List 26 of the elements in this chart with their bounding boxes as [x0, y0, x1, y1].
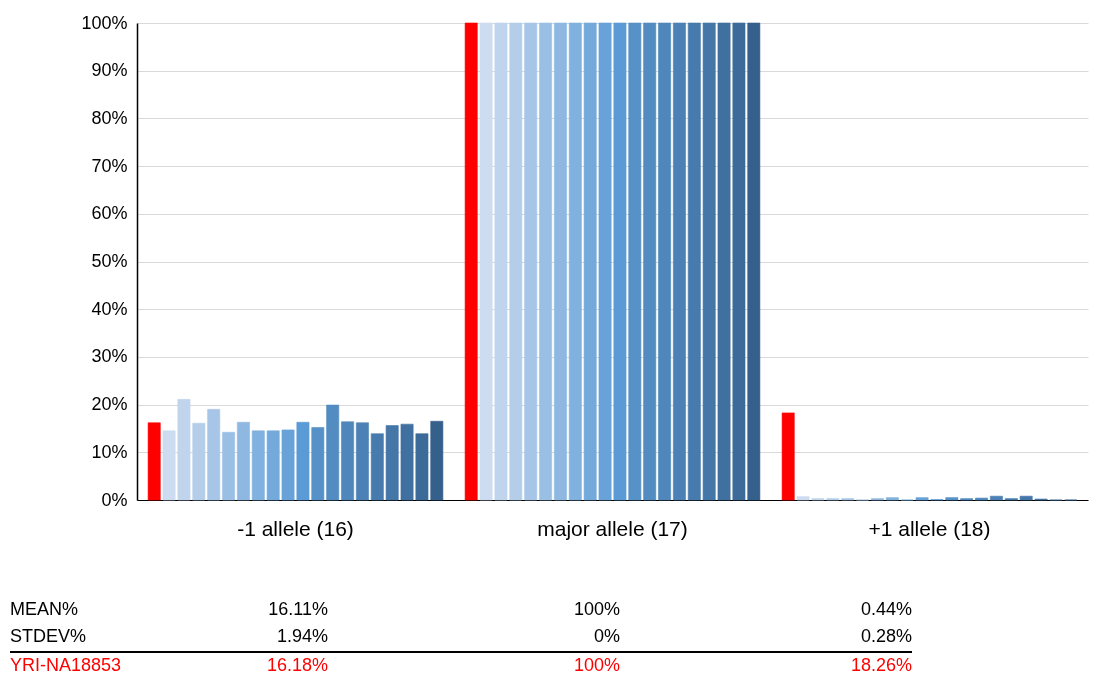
y-tick-label: 60% — [91, 203, 128, 224]
text: STDEV% — [10, 625, 88, 648]
y-tick-label: 100% — [81, 12, 128, 33]
y-tick-label: 80% — [91, 107, 128, 128]
text: MEAN% — [10, 598, 79, 621]
text: 0.28% — [859, 625, 912, 648]
x-tick-label: +1 allele (18) — [868, 516, 991, 540]
y-tick-label: 40% — [91, 298, 128, 319]
x-tick-label: major allele (17) — [537, 516, 688, 540]
y-tick-label: 30% — [91, 346, 128, 367]
text: 1.94% — [275, 625, 328, 648]
text: 100% — [572, 598, 620, 621]
y-tick-label: 50% — [91, 251, 128, 271]
text: 16.11% — [267, 598, 328, 621]
data-label: 100% — [328, 652, 620, 679]
y-tick-label: 90% — [91, 60, 128, 81]
data-label: 18.26% — [620, 652, 912, 679]
text: 0% — [593, 625, 620, 648]
data-label: 16.18% — [140, 652, 328, 679]
y-tick-label: 10% — [91, 441, 128, 462]
text: YRI-NA18853 — [10, 652, 140, 679]
y-tick-label: 0% — [101, 489, 128, 510]
y-tick-label: 70% — [91, 155, 128, 176]
text: 0.44% — [859, 598, 912, 621]
y-tick-label: 20% — [91, 394, 128, 415]
x-tick-label: -1 allele (16) — [237, 516, 354, 540]
